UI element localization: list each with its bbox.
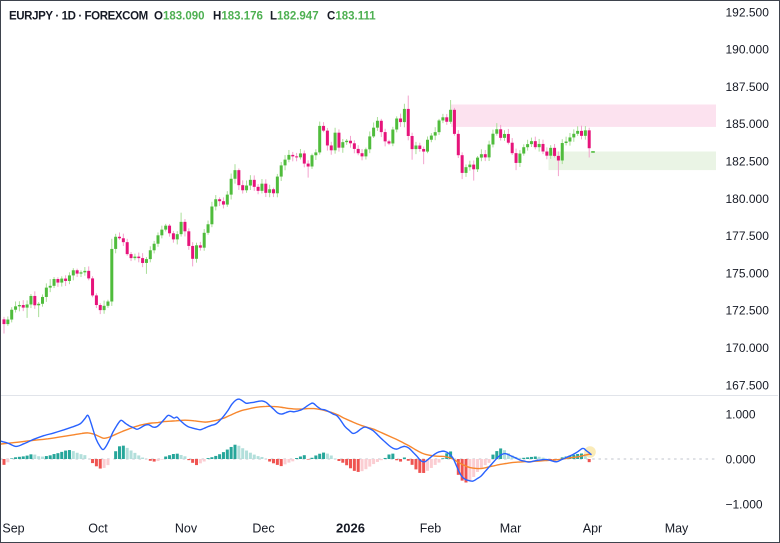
svg-text:177.500: 177.500 bbox=[725, 229, 769, 243]
svg-text:182.500: 182.500 bbox=[725, 154, 769, 168]
svg-text:Dec: Dec bbox=[252, 521, 274, 535]
svg-text:180.000: 180.000 bbox=[725, 191, 769, 205]
svg-text:Nov: Nov bbox=[174, 521, 197, 535]
svg-text:2026: 2026 bbox=[336, 520, 365, 535]
svg-text:EURJPY · 1D · FOREXCOM: EURJPY · 1D · FOREXCOM bbox=[9, 10, 148, 22]
svg-text:Feb: Feb bbox=[419, 521, 441, 535]
svg-text:175.000: 175.000 bbox=[725, 266, 769, 280]
svg-text:187.500: 187.500 bbox=[725, 79, 769, 93]
svg-text:172.500: 172.500 bbox=[725, 303, 769, 317]
svg-text:192.500: 192.500 bbox=[725, 5, 769, 19]
svg-text:1.000: 1.000 bbox=[725, 407, 755, 421]
svg-text:L182.947: L182.947 bbox=[270, 10, 319, 22]
svg-text:Sep: Sep bbox=[2, 521, 24, 535]
svg-text:190.000: 190.000 bbox=[725, 42, 769, 56]
svg-text:H183.176: H183.176 bbox=[213, 10, 263, 22]
svg-text:185.000: 185.000 bbox=[725, 117, 769, 131]
svg-text:O183.090: O183.090 bbox=[154, 10, 205, 22]
svg-text:Apr: Apr bbox=[582, 521, 601, 535]
svg-text:170.000: 170.000 bbox=[725, 341, 769, 355]
svg-text:C183.111: C183.111 bbox=[327, 10, 376, 22]
svg-text:Oct: Oct bbox=[88, 521, 108, 535]
svg-text:Mar: Mar bbox=[499, 521, 521, 535]
svg-text:−1.000: −1.000 bbox=[725, 497, 762, 511]
svg-text:0.000: 0.000 bbox=[725, 452, 755, 466]
svg-text:May: May bbox=[664, 521, 688, 535]
svg-text:167.500: 167.500 bbox=[725, 378, 769, 392]
